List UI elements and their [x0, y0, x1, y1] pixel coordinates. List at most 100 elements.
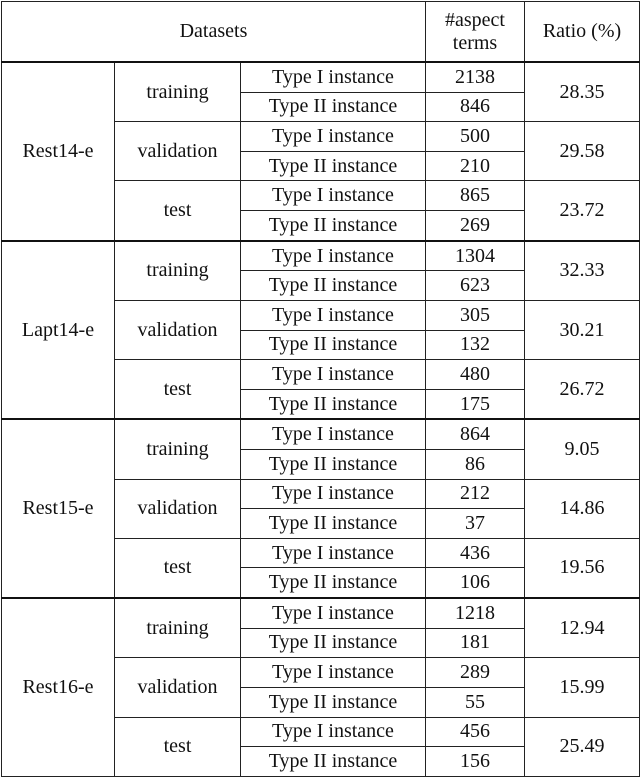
aspect-term-count-cell: 305	[425, 299, 525, 331]
header-row: Datasets #aspect terms Ratio (%)	[1, 1, 640, 63]
split-name-cell: training	[114, 239, 241, 301]
table-row: Lapt14-e training Type I instance 1304 32.33	[1, 239, 640, 420]
header-aspect-terms: #aspect terms	[425, 1, 525, 63]
aspect-term-count-cell: 480	[425, 359, 525, 390]
aspect-term-count-cell: 864	[425, 418, 525, 451]
split-name-cell: validation	[114, 478, 241, 539]
ratio-cell: 14.86	[524, 478, 640, 539]
split-name-cell: training	[114, 597, 241, 659]
aspect-term-count-cell: 2138	[425, 60, 525, 93]
aspect-term-count-cell: 865	[425, 180, 525, 212]
header-ratio: Ratio (%)	[524, 1, 640, 63]
table-row: test Type I instance 865 23.72	[2, 180, 640, 242]
ratio-cell: 32.33	[524, 239, 640, 301]
dataset-name-cell: Rest16-e	[1, 597, 115, 778]
aspect-term-count-cell: 86	[425, 449, 525, 480]
aspect-term-count-cell: 181	[425, 627, 525, 659]
aspect-term-count-cell: 846	[425, 91, 525, 123]
header-datasets: Datasets	[1, 1, 426, 63]
table-row: Type II instance 132	[2, 329, 640, 361]
table-row: validation Type I instance 305 30.21	[2, 299, 640, 361]
aspect-term-count-cell: 1304	[425, 239, 525, 272]
instance-type-cell: Type II instance	[240, 150, 426, 182]
aspect-term-count-cell: 623	[425, 270, 525, 301]
table-row: Rest14-e training Type I instance 2138 28.35	[1, 60, 640, 242]
instance-type-cell: Type I instance	[240, 60, 426, 93]
table-body: Rest14-e training Type I instance 2138 28.35…	[1, 60, 640, 778]
ratio-cell: 12.94	[524, 597, 640, 659]
instance-type-cell: Type I instance	[240, 597, 426, 629]
table-row: validation Type I instance 289 15.99	[2, 657, 640, 718]
aspect-term-count-cell: 436	[425, 537, 525, 569]
instance-type-cell: Type I instance	[240, 657, 426, 688]
ratio-cell: 28.35	[524, 61, 640, 123]
instance-type-cell: Type I instance	[240, 418, 426, 451]
split-name-cell: test	[114, 537, 241, 599]
dataset-name-cell: Rest14-e	[1, 61, 115, 242]
table-row: Rest16-e training Type I instance 1218 12.94	[1, 597, 640, 778]
table-row: Type II instance 175	[2, 388, 640, 420]
split-name-cell: test	[114, 180, 241, 242]
split-name-cell: training	[114, 418, 241, 480]
split-name-cell: validation	[114, 121, 241, 182]
aspect-term-count-cell: 269	[425, 210, 525, 242]
instance-type-cell: Type II instance	[240, 388, 426, 420]
instance-type-cell: Type II instance	[240, 329, 426, 361]
table-row: Type II instance 156	[2, 746, 640, 777]
instance-type-cell: Type II instance	[240, 508, 426, 539]
aspect-term-count-cell: 37	[425, 508, 525, 539]
table-row: test Type I instance 480 26.72	[2, 359, 640, 420]
table-row: Type II instance 86	[2, 449, 640, 480]
instance-type-cell: Type I instance	[240, 239, 426, 272]
instance-type-cell: Type II instance	[240, 686, 426, 718]
table-row: Type II instance 623	[2, 270, 640, 301]
aspect-term-count-cell: 212	[425, 478, 525, 510]
aspect-term-count-cell: 1218	[425, 597, 525, 629]
instance-type-cell: Type II instance	[240, 627, 426, 659]
instance-type-cell: Type II instance	[240, 746, 426, 777]
table-row: validation Type I instance 212 14.86	[2, 478, 640, 539]
ratio-cell: 9.05	[524, 418, 640, 480]
table-row: test Type I instance 456 25.49	[2, 716, 640, 778]
aspect-term-count-cell: 55	[425, 686, 525, 718]
split-name-cell: validation	[114, 657, 241, 718]
instance-type-cell: Type I instance	[240, 359, 426, 390]
split-name-cell: training	[114, 61, 241, 123]
split-name-cell: test	[114, 716, 241, 778]
aspect-term-count-cell: 175	[425, 388, 525, 420]
dataset-name-cell: Lapt14-e	[1, 239, 115, 420]
aspect-term-count-cell: 132	[425, 329, 525, 361]
split-name-cell: validation	[114, 299, 241, 361]
table-row: Type II instance 846	[2, 91, 640, 123]
instance-type-cell: Type I instance	[240, 180, 426, 212]
instance-type-cell: Type II instance	[240, 270, 426, 301]
aspect-term-count-cell: 106	[425, 567, 525, 599]
ratio-cell: 19.56	[524, 537, 640, 599]
instance-type-cell: Type II instance	[240, 210, 426, 242]
dataset-name-cell: Rest15-e	[1, 418, 115, 599]
ratio-cell: 25.49	[524, 716, 640, 778]
instance-type-cell: Type I instance	[240, 478, 426, 510]
instance-type-cell: Type I instance	[240, 537, 426, 569]
instance-type-cell: Type I instance	[240, 299, 426, 331]
instance-type-cell: Type II instance	[240, 567, 426, 599]
split-name-cell: test	[114, 359, 241, 420]
table-row: Type II instance 269	[2, 210, 640, 242]
aspect-term-count-cell: 289	[425, 657, 525, 688]
ratio-cell: 15.99	[524, 657, 640, 718]
instance-type-cell: Type I instance	[240, 716, 426, 748]
aspect-term-count-cell: 456	[425, 716, 525, 748]
aspect-term-count-cell: 210	[425, 150, 525, 182]
table-row: Type II instance 181	[2, 627, 640, 659]
aspect-term-count-cell: 500	[425, 121, 525, 152]
ratio-cell: 30.21	[524, 299, 640, 361]
instance-type-cell: Type I instance	[240, 121, 426, 152]
aspect-term-count-cell: 156	[425, 746, 525, 777]
instance-type-cell: Type II instance	[240, 449, 426, 480]
ratio-cell: 23.72	[524, 180, 640, 242]
ratio-cell: 26.72	[524, 359, 640, 420]
table-row: Rest15-e training Type I instance 864 9.05	[1, 418, 640, 599]
instance-type-cell: Type II instance	[240, 91, 426, 123]
table-row: Type II instance 210	[2, 150, 640, 182]
